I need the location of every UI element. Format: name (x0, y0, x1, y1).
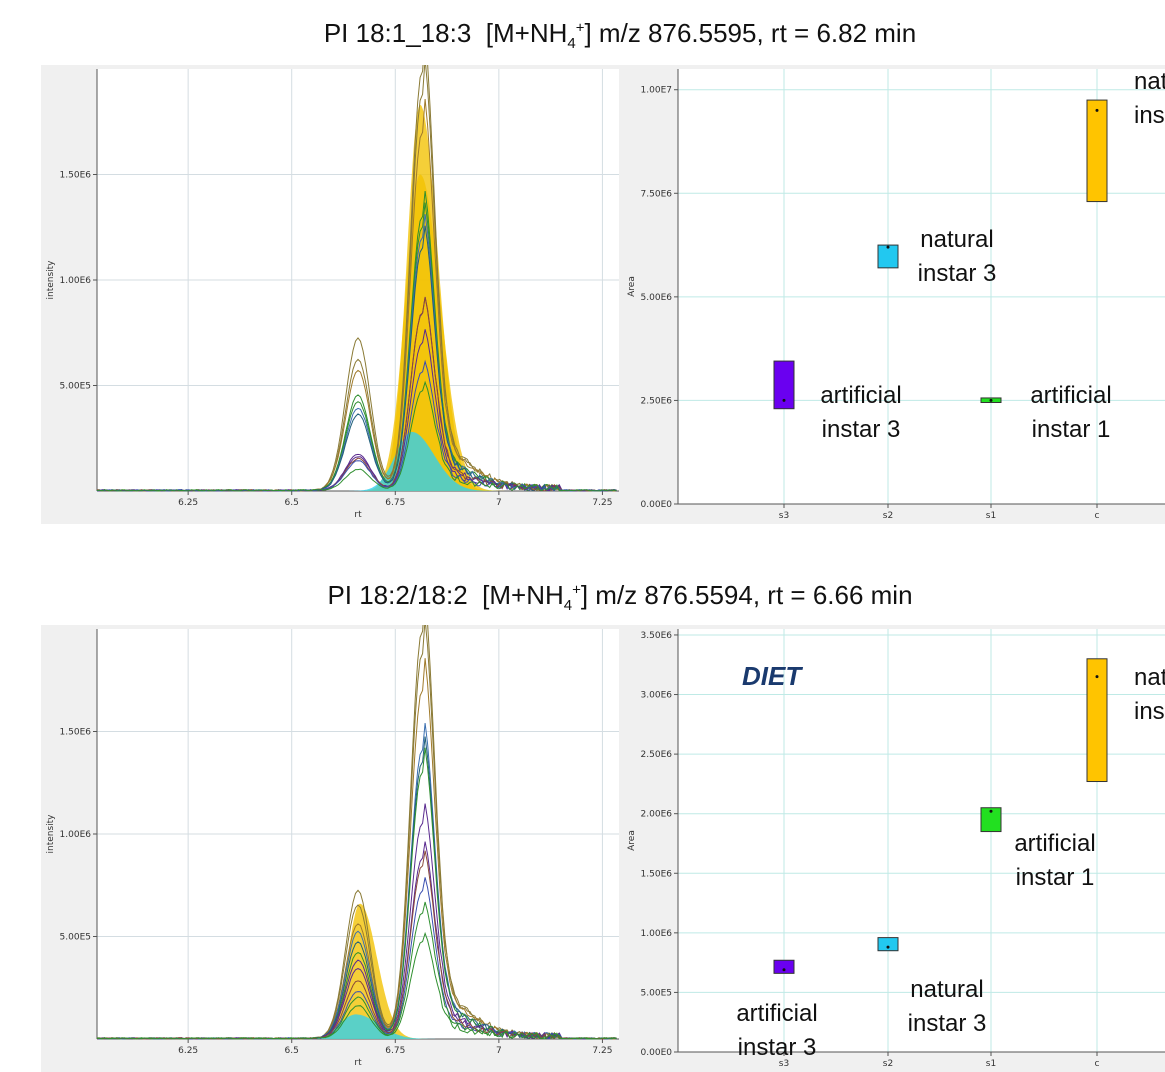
x-tick-label: 7 (496, 498, 502, 508)
chromatogram-plot-bottom: 6.25 6.5 6.75 7 7.25 5.00E5 1.00E6 1.50E6 rt inte… (46, 625, 619, 1068)
chromatogram-panel-top: 6.25 6.5 6.75 7 7.25 5.00E5 1.00E6 1.50E6 rt inte… (41, 65, 623, 524)
title-ion-suffix: ] m/z 876.5594, rt = 6.66 min (580, 580, 913, 610)
annotation-natural-instar-3: natural instar 3 (907, 976, 987, 1037)
box-c (1086, 658, 1108, 783)
y-tick-label: 1.50E6 (641, 869, 673, 879)
box-s2 (877, 244, 899, 269)
y-tick-label: 7.50E6 (641, 189, 673, 199)
chromatogram-panel-bottom: 6.25 6.5 6.75 7 7.25 5.00E5 1.00E6 1.50E6 rt inte… (41, 625, 623, 1072)
title-ion-suffix: ] m/z 876.5595, rt = 6.82 min (584, 18, 917, 48)
x-axis-label: rt (354, 1058, 362, 1068)
y-tick-label: 1.00E7 (641, 86, 672, 96)
y-tick-label: 1.00E6 (60, 830, 92, 840)
boxplot-panel-bottom: 0.00E0 5.00E5 1.00E6 1.50E6 2.00E6 2.50E6 3.00… (622, 625, 1165, 1072)
y-tick-label: 2.50E6 (641, 750, 673, 760)
x-tick-label: 6.5 (285, 498, 299, 508)
x-tick-label: s2 (883, 511, 893, 521)
x-tick-label: 6.75 (385, 498, 405, 508)
x-tick-label: s1 (986, 1059, 996, 1069)
box-c (1086, 99, 1108, 203)
annotation-natural-instar-3: natural instar 3 (917, 226, 997, 287)
annotation-natural-instar-1: natural instar 1 (1134, 664, 1165, 725)
y-tick-label: 3.50E6 (641, 631, 673, 641)
y-tick-label: 1.50E6 (60, 171, 92, 181)
plot-area (678, 629, 1165, 1052)
title-compound: PI 18:1_18:3 (323, 18, 472, 48)
x-tick-label: 6.5 (285, 1046, 299, 1056)
title-ion-sub: 4 (563, 597, 573, 615)
title-ion-prefix: [M+NH (482, 580, 564, 610)
chart-title-bottom: PI 18:2/18:2 [M+NH4+] m/z 876.5594, rt =… (0, 580, 1165, 614)
chart-title-top: PI 18:1_18:3 [M+NH4+] m/z 876.5595, rt =… (0, 18, 1165, 52)
x-tick-label: s2 (883, 1059, 893, 1069)
y-tick-label: 5.00E5 (641, 988, 672, 998)
x-tick-label: 6.75 (385, 1046, 405, 1056)
y-tick-label: 1.00E6 (641, 929, 673, 939)
x-tick-label: 7 (496, 1046, 502, 1056)
y-tick-label: 3.00E6 (641, 691, 673, 701)
chromatogram-plot-top: 6.25 6.5 6.75 7 7.25 5.00E5 1.00E6 1.50E6 rt inte… (46, 65, 619, 520)
y-tick-label: 0.00E0 (641, 1048, 673, 1058)
title-ion-prefix: [M+NH (485, 18, 568, 48)
boxplot-plot-bottom: 0.00E0 5.00E5 1.00E6 1.50E6 2.00E6 2.50E6 3.00… (627, 629, 1165, 1069)
x-tick-label: 7.25 (592, 498, 612, 508)
trace-line (96, 380, 617, 492)
mean-point-s2 (886, 245, 890, 249)
y-axis-label: intensity (46, 260, 56, 300)
boxplot-plot-top: 0.00E0 2.50E6 5.00E6 7.50E6 1.00E7 Area s3 s2 s1… (627, 69, 1165, 521)
mean-point-c (1095, 675, 1099, 679)
annotation-artificial-instar-1: artificial instar 1 (1014, 830, 1096, 891)
y-tick-label: 5.00E5 (60, 382, 91, 392)
y-axis-label: Area (627, 830, 637, 851)
y-tick-label: 5.00E6 (641, 293, 673, 303)
mean-point-s3 (782, 968, 786, 972)
title-ion-sup: + (572, 581, 581, 599)
x-tick-label: 6.25 (178, 1046, 198, 1056)
title-compound: PI 18:2/18:2 (327, 580, 468, 610)
annotation-artificial-instar-3: artificial instar 3 (820, 382, 902, 443)
y-axis-label: intensity (46, 814, 56, 854)
y-tick-label: 2.00E6 (641, 810, 673, 820)
box-s3 (773, 360, 795, 410)
x-tick-label: s3 (779, 511, 789, 521)
x-tick-label: 6.25 (178, 498, 198, 508)
boxplot-panel-top: 0.00E0 2.50E6 5.00E6 7.50E6 1.00E7 Area s3 s2 s1… (622, 65, 1165, 524)
annotation-natural-instar-1: natural instar 1 (1134, 68, 1165, 129)
diet-callout: DIET (742, 661, 802, 691)
trace-line (96, 931, 617, 1040)
plot-area (678, 69, 1165, 504)
x-tick-label: s1 (986, 511, 996, 521)
x-tick-label: s3 (779, 1059, 789, 1069)
box-s3 (773, 959, 795, 974)
y-tick-label: 1.50E6 (60, 728, 92, 738)
mean-point-s3 (782, 398, 786, 402)
title-ion-sub: 4 (567, 35, 576, 53)
x-tick-label: c (1095, 511, 1100, 521)
box-s1 (980, 807, 1002, 833)
y-tick-label: 5.00E5 (60, 933, 91, 943)
y-tick-label: 0.00E0 (641, 500, 673, 510)
box-s2 (877, 937, 899, 952)
mean-point-s2 (886, 945, 890, 949)
title-ion-sup: + (575, 19, 585, 37)
mean-point-c (1095, 108, 1099, 112)
annotation-artificial-instar-1: artificial instar 1 (1030, 382, 1112, 443)
x-axis-label: rt (354, 510, 362, 520)
x-tick-label: c (1095, 1059, 1100, 1069)
y-tick-label: 1.00E6 (60, 276, 92, 286)
annotation-artificial-instar-3: artificial instar 3 (736, 1000, 818, 1061)
y-axis-label: Area (627, 276, 637, 297)
x-tick-label: 7.25 (592, 1046, 612, 1056)
mean-point-s1 (989, 398, 993, 402)
mean-point-s1 (989, 809, 993, 813)
y-tick-label: 2.50E6 (641, 396, 673, 406)
